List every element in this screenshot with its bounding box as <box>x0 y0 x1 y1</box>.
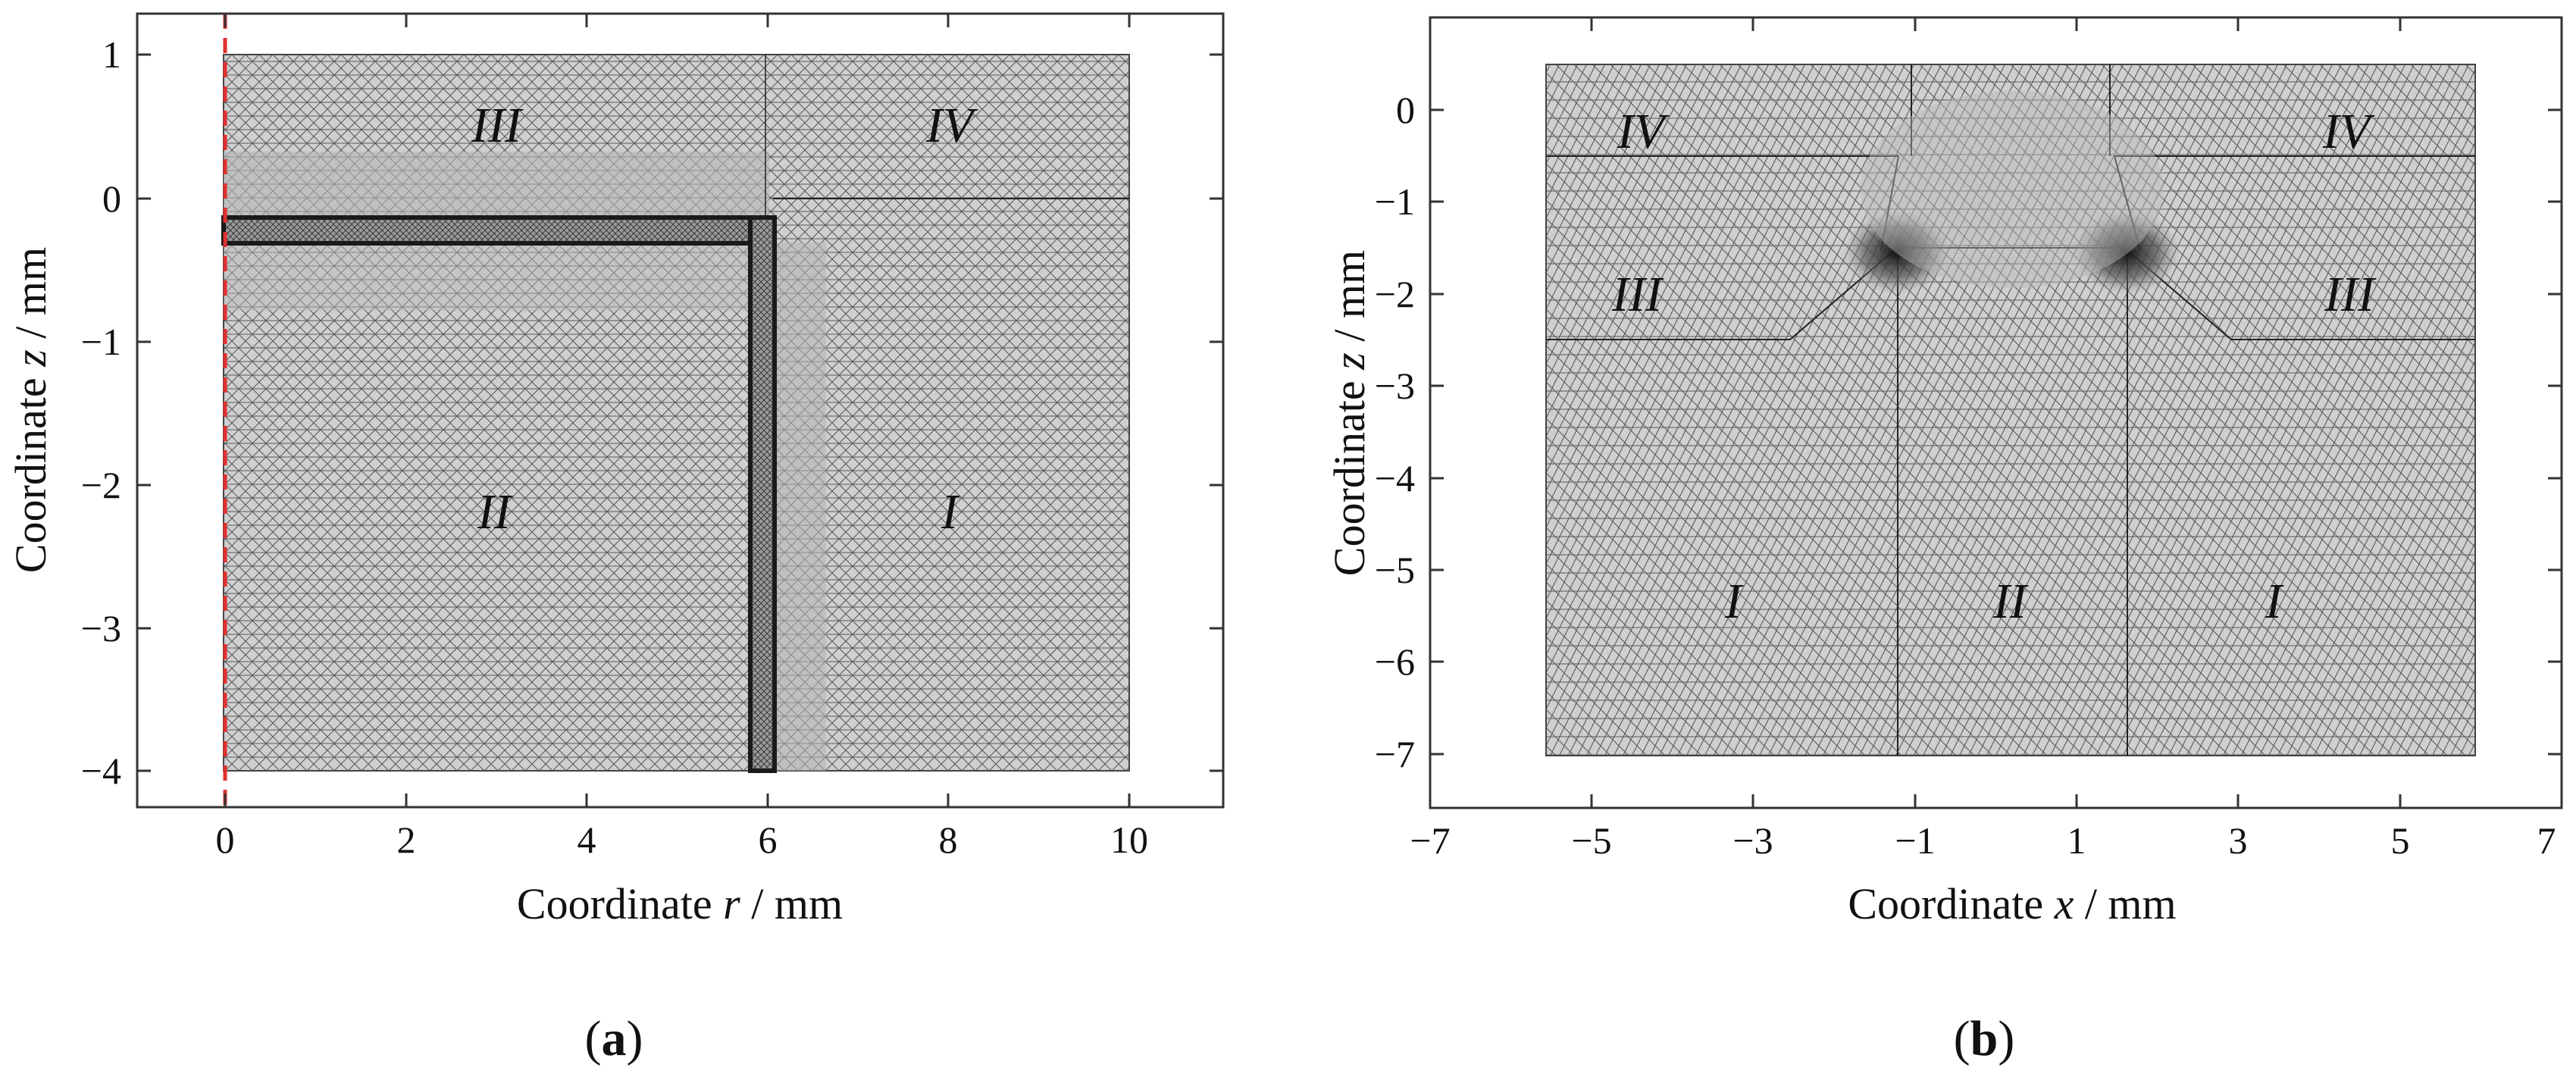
x-tick-label-b: 1 <box>2067 819 2086 862</box>
x-tick-label-b: −7 <box>1410 819 1450 862</box>
x-tick-label-a: 2 <box>397 819 416 861</box>
x-tick-label-a: 0 <box>216 819 235 861</box>
region-label-a: I <box>941 484 960 540</box>
caption-b: (b) <box>1954 1011 2015 1066</box>
region-label-a: IV <box>925 98 978 153</box>
panel-a: 0 2 4 6 8 10 1 0 −1 −2 −3 <box>6 12 1225 1066</box>
dense-center-b <box>1861 91 2164 288</box>
y-tick-label-b: −5 <box>1375 549 1415 591</box>
region-label-b: I <box>2265 574 2284 629</box>
y-tick-label-a: −3 <box>81 607 121 650</box>
x-tick-label-a: 10 <box>1110 819 1148 861</box>
axes-frame-a <box>136 12 1225 809</box>
region-label-b: III <box>2324 267 2377 322</box>
y-tick-label-b: −7 <box>1375 733 1415 775</box>
x-ticks-b <box>1429 17 2563 808</box>
y-tick-label-a: −4 <box>81 750 121 792</box>
region-label-b: I <box>1724 574 1744 629</box>
y-tick-label-b: −6 <box>1375 640 1415 683</box>
dense-band-right-a <box>773 243 826 771</box>
singularity-left-b <box>1844 211 1950 294</box>
region-label-a: II <box>477 484 513 540</box>
x-tick-label-b: −3 <box>1732 819 1773 862</box>
y-tick-label-b: −4 <box>1375 457 1415 499</box>
y-tick-label-a: −2 <box>81 464 121 506</box>
x-axis-label-a: Coordinate r / mm <box>517 879 843 928</box>
y-ticks-b <box>1430 108 2562 756</box>
x-tick-label-a: 6 <box>759 819 778 861</box>
x-tick-label-a: 8 <box>939 819 958 861</box>
x-tick-label-b: 7 <box>2537 819 2556 862</box>
region-label-b: IV <box>1617 104 1670 159</box>
x-tick-label-b: 3 <box>2229 819 2248 862</box>
y-tick-label-b: −3 <box>1375 365 1415 407</box>
region-label-b: III <box>1611 267 1664 322</box>
axes-frame-b <box>1429 16 2563 809</box>
x-tick-label-a: 4 <box>577 819 596 861</box>
electrode-vertical-a <box>748 215 777 773</box>
y-ticks-a <box>137 53 1223 772</box>
y-axis-label-b: Coordinate z / mm <box>1325 250 1374 576</box>
caption-a: (a) <box>585 1011 643 1066</box>
singularity-right-b <box>2074 211 2180 294</box>
electrode-horizontal-a <box>221 215 775 246</box>
region-label-b: IV <box>2322 104 2375 159</box>
panel-b: −7 −5 −3 −1 1 3 5 7 <box>1325 16 2563 1066</box>
region-label-a: III <box>471 98 524 153</box>
mesh-domain-b <box>1545 64 2476 756</box>
y-tick-label-a: 1 <box>102 33 121 76</box>
x-ticks-a <box>224 14 1131 807</box>
y-tick-label-a: 0 <box>102 177 121 220</box>
y-axis-label-a: Coordinate z / mm <box>6 247 55 573</box>
region-label-b: II <box>1992 574 2029 629</box>
x-tick-label-b: −1 <box>1895 819 1935 862</box>
x-tick-label-b: 5 <box>2391 819 2410 862</box>
y-tick-label-a: −1 <box>81 321 121 363</box>
y-tick-label-b: −2 <box>1375 273 1415 315</box>
x-axis-label-b: Coordinate x / mm <box>1848 879 2176 928</box>
x-tick-label-b: −5 <box>1571 819 1611 862</box>
y-tick-label-b: −1 <box>1375 180 1415 223</box>
dense-band-top2-a <box>224 243 769 311</box>
y-tick-label-b: 0 <box>1396 89 1415 131</box>
